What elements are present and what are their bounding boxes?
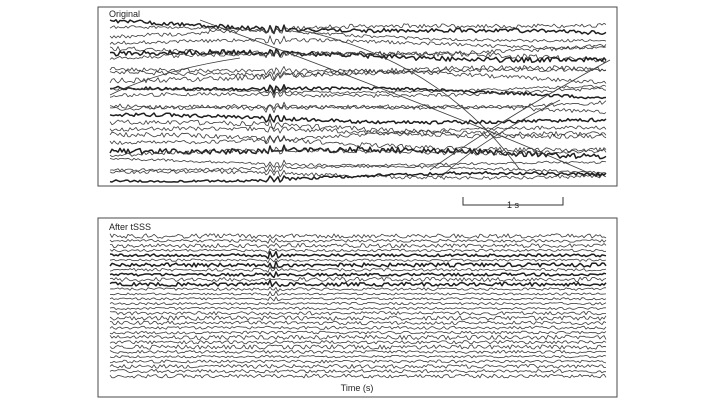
trace-after-tsss-4 (109, 248, 607, 254)
trace-after-tsss-27 (109, 359, 607, 364)
panel-original: Original (97, 6, 618, 187)
panel-after-tsss: After tSSS Time (s) (97, 217, 618, 398)
trace-original-13 (109, 87, 607, 99)
trace-original-4 (109, 35, 607, 50)
trace-after-tsss-1 (109, 233, 607, 239)
trace-after-tsss-8 (109, 266, 607, 273)
x-axis-label: Time (s) (341, 383, 374, 393)
trace-original-21 (109, 144, 607, 160)
trace-original-25 (109, 169, 607, 180)
panel-after-tsss-frame (97, 217, 618, 398)
trace-after-tsss-10 (109, 276, 607, 282)
trace-after-tsss-17 (109, 311, 607, 316)
trace-original-26 (109, 170, 607, 183)
trace-after-tsss-23 (109, 340, 607, 345)
trace-original-20 (109, 125, 607, 145)
trace-after-tsss-18 (109, 315, 607, 321)
trace-after-tsss-19 (109, 320, 607, 326)
panel-after-tsss-title: After tSSS (109, 222, 151, 232)
scale-bar: 1 s (462, 197, 564, 210)
trace-after-tsss-11 (109, 279, 607, 288)
trace-after-tsss-6 (109, 257, 607, 264)
trace-after-tsss-7 (109, 260, 607, 269)
trace-original-3 (109, 22, 607, 39)
trace-original-18 (109, 126, 607, 139)
panel-original-frame (97, 6, 618, 187)
trace-after-tsss-30 (109, 373, 607, 379)
trace-original-9 (109, 67, 607, 80)
panel-original-title: Original (109, 9, 140, 19)
trace-original-17 (109, 118, 607, 137)
trace-original-artifact-1 (199, 19, 601, 179)
trace-after-tsss-14 (109, 296, 607, 302)
trace-original-12 (109, 84, 607, 96)
trace-original-16 (109, 112, 607, 125)
traces-after-tsss (109, 233, 607, 379)
trace-after-tsss-21 (109, 330, 607, 335)
trace-original-6 (109, 48, 607, 64)
trace-after-tsss-9 (109, 271, 607, 279)
trace-after-tsss-25 (109, 350, 607, 354)
trace-after-tsss-2 (109, 237, 607, 244)
trace-after-tsss-22 (109, 334, 607, 340)
trace-after-tsss-28 (109, 364, 607, 369)
trace-original-7 (109, 44, 607, 60)
scale-bar-label: 1 s (507, 200, 520, 210)
trace-original-15 (109, 100, 607, 111)
trace-after-tsss-13 (109, 290, 607, 297)
trace-original-8 (109, 66, 607, 85)
trace-original-11 (109, 84, 607, 100)
trace-original-1 (109, 19, 607, 36)
trace-after-tsss-15 (109, 302, 607, 306)
trace-original-22 (109, 146, 607, 157)
trace-original-10 (109, 65, 607, 84)
trace-after-tsss-16 (109, 306, 606, 310)
trace-original-artifact-3 (429, 59, 611, 171)
trace-original-2 (109, 25, 607, 43)
trace-after-tsss-24 (109, 344, 607, 350)
trace-original-5 (109, 46, 607, 64)
trace-after-tsss-5 (109, 250, 607, 260)
trace-original-19 (109, 131, 607, 153)
trace-original-14 (109, 103, 607, 115)
scale-bar-line (462, 197, 564, 206)
trace-after-tsss-20 (109, 325, 607, 330)
trace-original-24 (109, 164, 607, 174)
trace-original-23 (109, 157, 607, 168)
trace-after-tsss-12 (109, 286, 606, 292)
trace-after-tsss-26 (109, 355, 607, 359)
trace-after-tsss-29 (109, 369, 607, 374)
trace-original-artifact-5 (109, 57, 241, 96)
trace-after-tsss-3 (110, 242, 607, 249)
trace-original-artifact-4 (439, 99, 561, 179)
traces-original (109, 19, 611, 183)
trace-original-artifact-2 (299, 29, 521, 171)
